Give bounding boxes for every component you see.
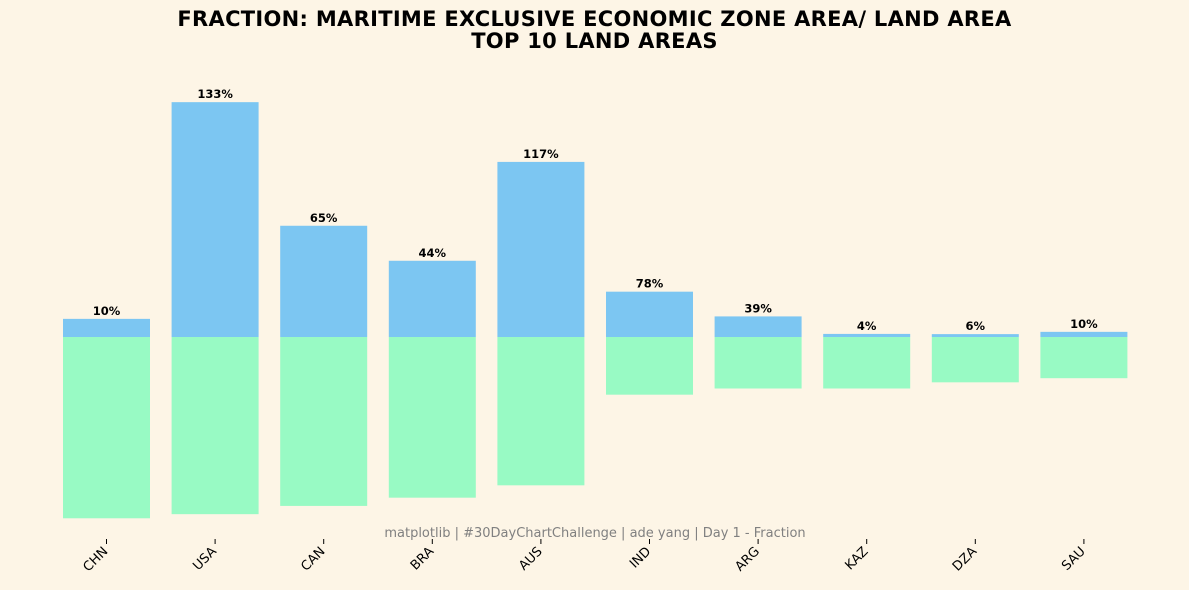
upper-bar-dza — [931, 334, 1019, 337]
x-axis-ticks: CHN USA CAN BRA AUS IND ARG KAZ DZA SAU — [81, 539, 1089, 575]
value-label-arg: 39% — [744, 301, 772, 315]
x-tick-label-dza: DZA — [950, 544, 980, 574]
chart-title: FRACTION: MARITIME EXCLUSIVE ECONOMIC ZO… — [0, 8, 1189, 52]
x-tick-label-sau: SAU — [1059, 544, 1089, 574]
lower-bar-dza — [931, 337, 1019, 383]
x-tick-label-kaz: KAZ — [842, 544, 871, 573]
upper-bars — [63, 102, 1128, 337]
lower-bar-arg — [714, 337, 802, 389]
value-label-kaz: 4% — [857, 319, 877, 333]
value-label-sau: 10% — [1070, 317, 1098, 331]
x-tick-label-chn: CHN — [81, 544, 112, 575]
lower-bar-usa — [171, 337, 259, 515]
x-tick-label-ind: IND — [627, 544, 654, 571]
chart-title-line-2: TOP 10 LAND AREAS — [471, 29, 718, 53]
upper-bar-kaz — [823, 333, 911, 337]
x-tick-label-aus: AUS — [516, 544, 545, 573]
upper-bar-sau — [1040, 331, 1128, 337]
upper-bar-usa — [171, 102, 259, 337]
lower-bar-sau — [1040, 337, 1128, 379]
x-tick-label-arg: ARG — [733, 544, 763, 574]
value-label-can: 65% — [310, 211, 338, 225]
value-label-bra: 44% — [419, 246, 447, 260]
upper-bar-ind — [606, 291, 693, 337]
x-tick-label-can: CAN — [298, 544, 328, 574]
upper-bar-arg — [714, 316, 802, 337]
value-labels: 10% 133% 65% 44% 117% 78% 39% 4% 6% 10% — [93, 87, 1098, 333]
lower-bar-kaz — [823, 337, 911, 389]
upper-bar-chn — [63, 318, 150, 337]
x-tick-label-bra: BRA — [408, 544, 437, 573]
lower-bar-bra — [388, 337, 476, 498]
lower-bar-aus — [497, 337, 585, 486]
chart-title-line-1: FRACTION: MARITIME EXCLUSIVE ECONOMIC ZO… — [177, 7, 1012, 31]
chart-caption: matplotlib | #30DayChartChallenge | ade … — [384, 526, 805, 541]
lower-bar-ind — [606, 337, 693, 395]
lower-bar-chn — [63, 337, 150, 519]
upper-bar-can — [280, 225, 368, 337]
value-label-ind: 78% — [636, 277, 664, 291]
value-label-chn: 10% — [93, 304, 121, 318]
upper-bar-bra — [388, 260, 476, 337]
lower-bar-can — [280, 337, 368, 506]
value-label-usa: 133% — [197, 87, 233, 101]
upper-bar-aus — [497, 161, 585, 337]
x-tick-label-usa: USA — [190, 544, 220, 574]
lower-bars — [63, 337, 1128, 519]
value-label-dza: 6% — [966, 319, 986, 333]
value-label-aus: 117% — [523, 147, 559, 161]
